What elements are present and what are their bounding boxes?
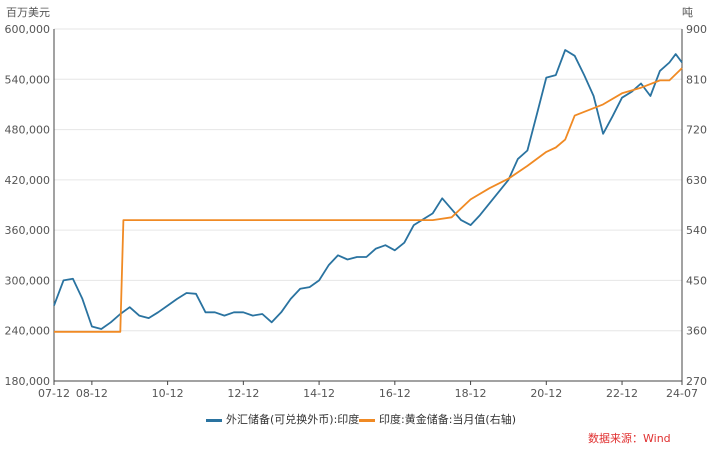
legend-item-gold-reserves[interactable]: 印度:黄金储备:当月值(右轴): [359, 411, 516, 427]
y-left-tick-label: 360,000: [5, 224, 51, 237]
x-tick-label: 12-12: [227, 387, 259, 400]
series-line-gold-reserves: [54, 67, 683, 333]
y-right-tick-label: 630: [686, 174, 707, 187]
x-tick-label: 14-12: [303, 387, 335, 400]
x-tick-label: 20-12: [530, 387, 562, 400]
axes: [53, 29, 683, 385]
y-right-tick-label: 450: [686, 274, 707, 287]
y-left-unit: 百万美元: [6, 6, 50, 19]
series-line-fx-reserves: [53, 49, 683, 330]
legend-item-fx-reserves[interactable]: 外汇储备(可兑换外币):印度: [206, 411, 359, 427]
y-left-tick-label: 600,000: [5, 23, 51, 36]
grid-lines: [54, 28, 682, 332]
y-left-tick-label: 240,000: [5, 325, 51, 338]
y-left-tick-label: 300,000: [5, 274, 51, 287]
y-right-tick-label: 360: [686, 325, 707, 338]
y-right-tick-label: 900: [686, 23, 707, 36]
y-right-tick-label: 540: [686, 224, 707, 237]
legend-swatch-fx: [206, 418, 222, 422]
source-note: 数据来源：Wind: [588, 432, 671, 445]
x-tick-label: 18-12: [455, 387, 487, 400]
x-tick-label: 16-12: [379, 387, 411, 400]
y-left-tick-label: 420,000: [5, 174, 51, 187]
y-left-tick-label: 480,000: [5, 124, 51, 137]
y-left-tick-label: 540,000: [5, 73, 51, 86]
y-right-tick-label: 720: [686, 124, 707, 137]
x-tick-label: 10-12: [152, 387, 184, 400]
x-tick-label: 08-12: [76, 387, 108, 400]
series-lines: [53, 49, 683, 333]
x-tick-label: 24-07: [666, 387, 698, 400]
y-right-tick-label: 270: [686, 375, 707, 388]
legend-swatch-gold: [359, 418, 375, 422]
legend-label-gold: 印度:黄金储备:当月值(右轴): [379, 413, 516, 426]
y-right-unit: 吨: [682, 6, 693, 19]
y-right-tick-label: 810: [686, 73, 707, 86]
x-tick-label: 07-12: [38, 387, 70, 400]
x-tick-label: 22-12: [606, 387, 638, 400]
y-left-tick-label: 180,000: [5, 375, 51, 388]
tick-labels: 180,000 270 240,000 360 300,000 450 360,000 540…: [5, 23, 708, 400]
legend-label-fx: 外汇储备(可兑换外币):印度: [226, 413, 360, 426]
